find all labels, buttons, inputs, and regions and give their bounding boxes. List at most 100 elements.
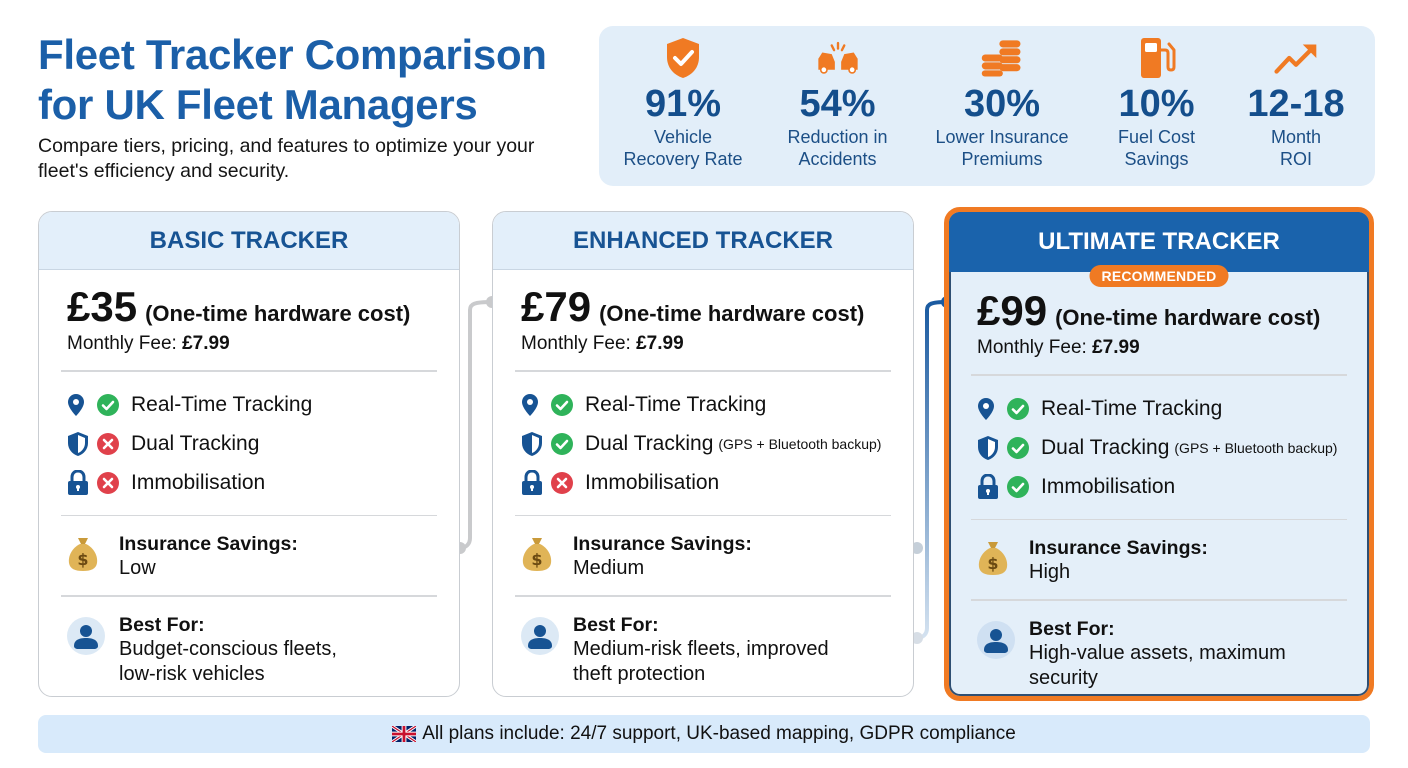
stat-value: 30% <box>963 83 1041 125</box>
insurance-savings: $ Insurance Savings: High <box>977 520 1341 599</box>
stat-label: Fuel Cost Savings <box>1117 127 1196 169</box>
svg-text:$: $ <box>531 550 542 569</box>
money-bag-icon: $ <box>977 536 1029 576</box>
location-pin-icon <box>977 397 1005 421</box>
stat-label: Vehicle Recovery Rate <box>623 127 743 169</box>
svg-text:$: $ <box>987 554 998 573</box>
divider <box>515 514 891 516</box>
divider <box>61 514 437 516</box>
stat-insurance: 30% Lower Insurance Premiums <box>922 26 1082 186</box>
stat-value: 91% <box>644 83 722 125</box>
stat-value: 54% <box>799 83 876 125</box>
price-amount: £99 <box>977 287 1048 334</box>
check-icon <box>549 392 575 418</box>
feature-list: Real-Time Tracking Dual Tracking (GPS + … <box>977 376 1341 519</box>
monthly-fee: Monthly Fee: £7.99 <box>521 333 684 354</box>
feature-item: Real-Time Tracking <box>67 386 431 425</box>
check-icon <box>549 431 575 457</box>
stat-label: Reduction in Accidents <box>787 127 888 169</box>
feature-item: Dual Tracking (GPS + Bluetooth backup) <box>977 429 1341 468</box>
stat-fuel: 10% Fuel Cost Savings <box>1092 26 1222 186</box>
check-icon <box>1005 474 1031 500</box>
divider <box>971 599 1347 601</box>
feature-item: Dual Tracking (GPS + Bluetooth backup) <box>521 425 885 464</box>
tier-price: £35 (One-time hardware cost) <box>67 284 431 330</box>
check-icon <box>1005 396 1031 422</box>
divider <box>515 370 891 372</box>
tier-name: BASIC TRACKER <box>39 212 459 270</box>
price-note: (One-time hardware cost) <box>599 301 865 326</box>
car-crash-icon <box>816 36 860 80</box>
coins-icon <box>980 36 1024 80</box>
footer-banner: All plans include: 24/7 support, UK-base… <box>38 715 1370 753</box>
tier-price: £99 (One-time hardware cost) <box>977 288 1341 334</box>
tier-name: ULTIMATE TRACKER <box>949 212 1369 272</box>
user-avatar-icon <box>977 617 1029 659</box>
insurance-savings: $ Insurance Savings: Low <box>67 516 431 595</box>
best-for: Best For: High-value assets, maximum secur… <box>977 601 1341 697</box>
trend-up-icon <box>1274 36 1318 80</box>
footer-text: All plans include: 24/7 support, UK-base… <box>422 723 1016 744</box>
uk-flag-icon <box>392 726 417 742</box>
tier-card-basic[interactable]: BASIC TRACKER £35 (One-time hardware cos… <box>38 211 460 697</box>
shield-icon <box>521 431 549 457</box>
tier-card-enhanced[interactable]: ENHANCED TRACKER £79 (One-time hardware … <box>492 211 914 697</box>
feature-item: Immobilisation <box>67 464 431 503</box>
divider <box>971 518 1347 520</box>
tier-price: £79 (One-time hardware cost) <box>521 284 885 330</box>
user-avatar-icon <box>67 613 119 655</box>
page-subtitle: Compare tiers, pricing, and features to … <box>38 135 535 182</box>
user-avatar-icon <box>521 613 573 655</box>
shield-icon <box>977 435 1005 461</box>
title-line-2: for UK Fleet Managers <box>38 81 478 128</box>
cross-icon <box>95 470 121 496</box>
best-for: Best For: Medium-risk fleets, improved the… <box>521 597 885 697</box>
location-pin-icon <box>521 393 549 417</box>
tier-card-ultimate[interactable]: ULTIMATE TRACKER RECOMMENDED £99 (One-ti… <box>944 207 1374 701</box>
lock-icon <box>521 470 549 496</box>
feature-list: Real-Time Tracking Dual Tracking Immobil… <box>67 372 431 515</box>
divider <box>971 374 1347 376</box>
price-amount: £79 <box>521 283 592 330</box>
feature-item: Real-Time Tracking <box>977 390 1341 429</box>
title-line-1: Fleet Tracker Comparison <box>38 31 547 78</box>
monthly-fee: Monthly Fee: £7.99 <box>67 333 230 354</box>
stat-label: Lower Insurance Premiums <box>935 127 1069 169</box>
cross-icon <box>549 470 575 496</box>
check-icon <box>1005 435 1031 461</box>
monthly-fee: Monthly Fee: £7.99 <box>977 337 1140 358</box>
stat-accidents: 54% Reduction in Accidents <box>763 26 913 186</box>
divider <box>515 595 891 597</box>
stat-recovery: 91% Vehicle Recovery Rate <box>613 26 753 186</box>
divider <box>61 370 437 372</box>
feature-item: Immobilisation <box>521 464 885 503</box>
stat-value: 12-18 <box>1247 83 1345 125</box>
price-note: (One-time hardware cost) <box>145 301 411 326</box>
price-amount: £35 <box>67 283 138 330</box>
lock-icon <box>67 470 95 496</box>
price-note: (One-time hardware cost) <box>1055 305 1321 330</box>
divider <box>61 595 437 597</box>
money-bag-icon: $ <box>521 532 573 572</box>
cross-icon <box>95 431 121 457</box>
fuel-pump-icon <box>1135 36 1179 80</box>
page-title: Fleet Tracker Comparison for UK Fleet Ma… <box>38 30 547 130</box>
feature-item: Immobilisation <box>977 468 1341 507</box>
insurance-savings: $ Insurance Savings: Medium <box>521 516 885 595</box>
feature-item: Real-Time Tracking <box>521 386 885 425</box>
stats-panel: 91% Vehicle Recovery Rate 54% Reduction i… <box>599 26 1375 186</box>
feature-item: Dual Tracking <box>67 425 431 464</box>
recommended-badge: RECOMMENDED <box>1089 265 1229 287</box>
stat-label: Month ROI <box>1270 127 1322 169</box>
lock-icon <box>977 474 1005 500</box>
check-icon <box>95 392 121 418</box>
feature-list: Real-Time Tracking Dual Tracking (GPS + … <box>521 372 885 515</box>
money-bag-icon: $ <box>67 532 119 572</box>
tier-name: ENHANCED TRACKER <box>493 212 913 270</box>
svg-text:$: $ <box>77 550 88 569</box>
stat-value: 10% <box>1118 83 1195 125</box>
shield-icon <box>67 431 95 457</box>
shield-check-icon <box>661 36 705 80</box>
stat-roi: 12-18 Month ROI <box>1231 26 1361 186</box>
location-pin-icon <box>67 393 95 417</box>
